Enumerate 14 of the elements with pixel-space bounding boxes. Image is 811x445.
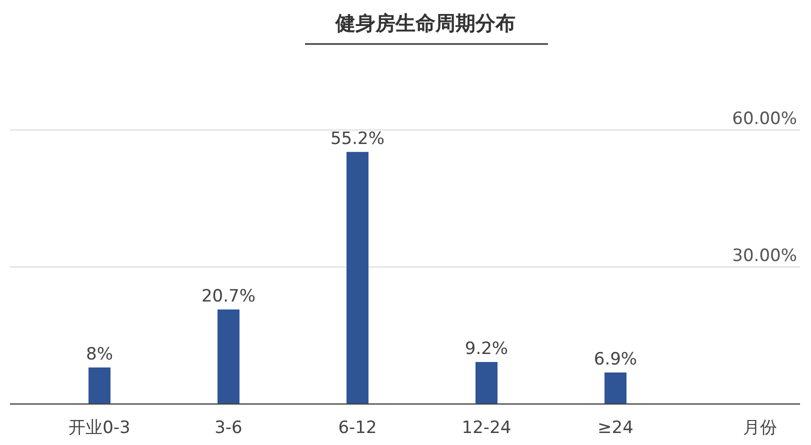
data-label: 55.2% — [330, 128, 385, 149]
y-tick-label: 30.00% — [732, 246, 797, 266]
x-tick-label: 开业0-3 — [68, 418, 130, 438]
y-tick-label: 60.00% — [732, 109, 797, 129]
x-tick-label: 3-6 — [214, 418, 242, 438]
data-label: 9.2% — [464, 338, 508, 359]
data-label: 6.9% — [594, 349, 638, 370]
x-axis-title: 月份 — [743, 418, 777, 438]
chart-title: 健身房生命周期分布 — [334, 11, 516, 35]
data-label: 8% — [86, 344, 113, 364]
x-tick-label: 6-12 — [338, 418, 377, 438]
data-label: 20.7% — [201, 286, 256, 306]
x-tick-label: 12-24 — [462, 418, 512, 438]
x-tick-label: ≥24 — [598, 418, 634, 438]
